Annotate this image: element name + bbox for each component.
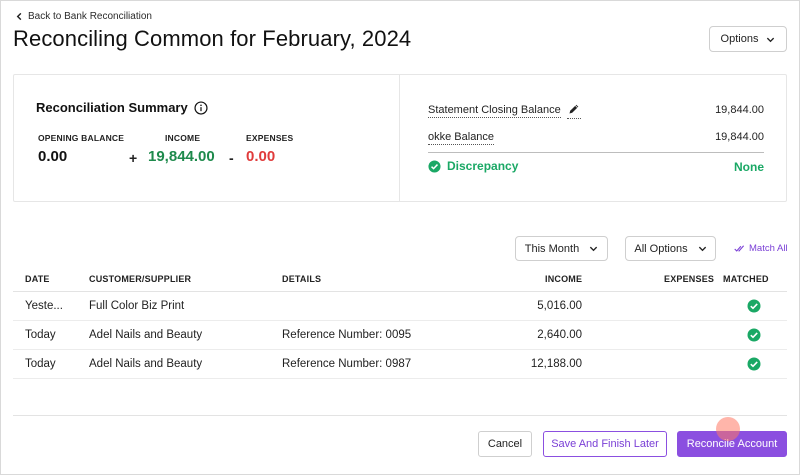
expenses-total-value: 0.00 xyxy=(246,148,276,165)
statement-closing-balance-row: Statement Closing Balance 19,844.00 xyxy=(428,104,764,124)
balance-divider xyxy=(428,152,764,153)
row-customer: Adel Nails and Beauty xyxy=(89,329,203,341)
period-filter-label: This Month xyxy=(524,242,580,255)
options-button-label: Options xyxy=(720,33,759,45)
row-income: 5,016.00 xyxy=(537,300,582,312)
match-all-label: Match All xyxy=(749,243,788,254)
match-all-button[interactable]: Match All xyxy=(734,243,788,254)
column-header-details[interactable]: DETAILS xyxy=(282,274,322,284)
okke-balance-value: 19,844.00 xyxy=(715,131,764,143)
expenses-label: EXPENSES xyxy=(246,133,294,143)
table-row[interactable]: Yeste... Full Color Biz Print 5,016.00 xyxy=(13,292,787,321)
matched-check-icon[interactable] xyxy=(747,328,761,342)
matched-check-icon[interactable] xyxy=(747,357,761,371)
discrepancy-row: Discrepancy None xyxy=(428,159,764,177)
column-header-expenses[interactable]: EXPENSES xyxy=(664,274,715,284)
period-filter-dropdown[interactable]: This Month xyxy=(515,236,608,261)
options-filter-dropdown[interactable]: All Options xyxy=(625,236,716,261)
column-header-date[interactable]: DATE xyxy=(25,274,50,284)
plus-sign: + xyxy=(129,150,138,166)
chevron-left-icon xyxy=(16,12,22,20)
opening-balance-label: OPENING BALANCE xyxy=(38,133,125,143)
chevron-down-icon xyxy=(767,37,775,42)
footer-divider xyxy=(13,415,787,416)
minus-sign: - xyxy=(229,150,234,166)
transactions-table-header: DATE CUSTOMER/SUPPLIER DETAILS INCOME EX… xyxy=(13,269,787,292)
income-total-value: 19,844.00 xyxy=(148,148,215,165)
summary-totals: Reconciliation Summary OPENING BALANCE 0… xyxy=(14,75,400,201)
row-customer: Adel Nails and Beauty xyxy=(89,358,203,370)
summary-title-text: Reconciliation Summary xyxy=(36,100,188,115)
back-to-bank-reconciliation-link[interactable]: Back to Bank Reconciliation xyxy=(15,9,152,23)
row-date: Today xyxy=(25,329,56,341)
reconciliation-summary-card: Reconciliation Summary OPENING BALANCE 0… xyxy=(13,74,787,202)
back-link-label: Back to Bank Reconciliation xyxy=(28,10,152,22)
okke-balance-label: okke Balance xyxy=(428,131,495,145)
income-label: INCOME xyxy=(165,133,201,143)
double-check-icon xyxy=(734,245,745,252)
info-icon[interactable] xyxy=(194,100,208,115)
pencil-underline xyxy=(567,118,581,119)
table-row[interactable]: Today Adel Nails and Beauty Reference Nu… xyxy=(13,350,787,379)
row-customer: Full Color Biz Print xyxy=(89,300,185,312)
balance-comparison: Statement Closing Balance 19,844.00 okke… xyxy=(428,75,774,201)
summary-title: Reconciliation Summary xyxy=(36,100,208,115)
pencil-icon[interactable] xyxy=(568,103,580,115)
statement-closing-balance-label: Statement Closing Balance xyxy=(428,104,561,118)
column-header-matched[interactable]: MATCHED xyxy=(723,274,769,284)
discrepancy-label: Discrepancy xyxy=(447,159,519,173)
row-date: Today xyxy=(25,358,56,370)
check-circle-icon xyxy=(428,159,441,173)
okke-balance-row: okke Balance 19,844.00 xyxy=(428,131,764,151)
discrepancy-label-group: Discrepancy xyxy=(428,159,518,173)
page-title: Reconciling Common for February, 2024 xyxy=(13,26,412,51)
options-filter-label: All Options xyxy=(634,242,688,255)
chevron-down-icon xyxy=(698,246,706,252)
options-button[interactable]: Options xyxy=(709,26,787,52)
row-details: Reference Number: 0095 xyxy=(282,329,412,341)
column-header-customer-supplier[interactable]: CUSTOMER/SUPPLIER xyxy=(89,274,192,284)
save-and-finish-later-button[interactable]: Save And Finish Later xyxy=(543,431,667,457)
table-row[interactable]: Today Adel Nails and Beauty Reference Nu… xyxy=(13,321,787,350)
cursor-indicator xyxy=(716,417,740,441)
row-details: Reference Number: 0987 xyxy=(282,358,412,370)
column-header-income[interactable]: INCOME xyxy=(545,274,583,284)
matched-check-icon[interactable] xyxy=(747,299,761,313)
statement-closing-balance-value: 19,844.00 xyxy=(715,104,764,116)
discrepancy-value: None xyxy=(734,160,764,174)
row-income: 2,640.00 xyxy=(537,329,582,341)
row-income: 12,188.00 xyxy=(530,358,582,370)
chevron-down-icon xyxy=(590,246,598,252)
row-date: Yeste... xyxy=(25,300,63,312)
cancel-button[interactable]: Cancel xyxy=(478,431,532,457)
opening-balance-value: 0.00 xyxy=(38,148,68,165)
